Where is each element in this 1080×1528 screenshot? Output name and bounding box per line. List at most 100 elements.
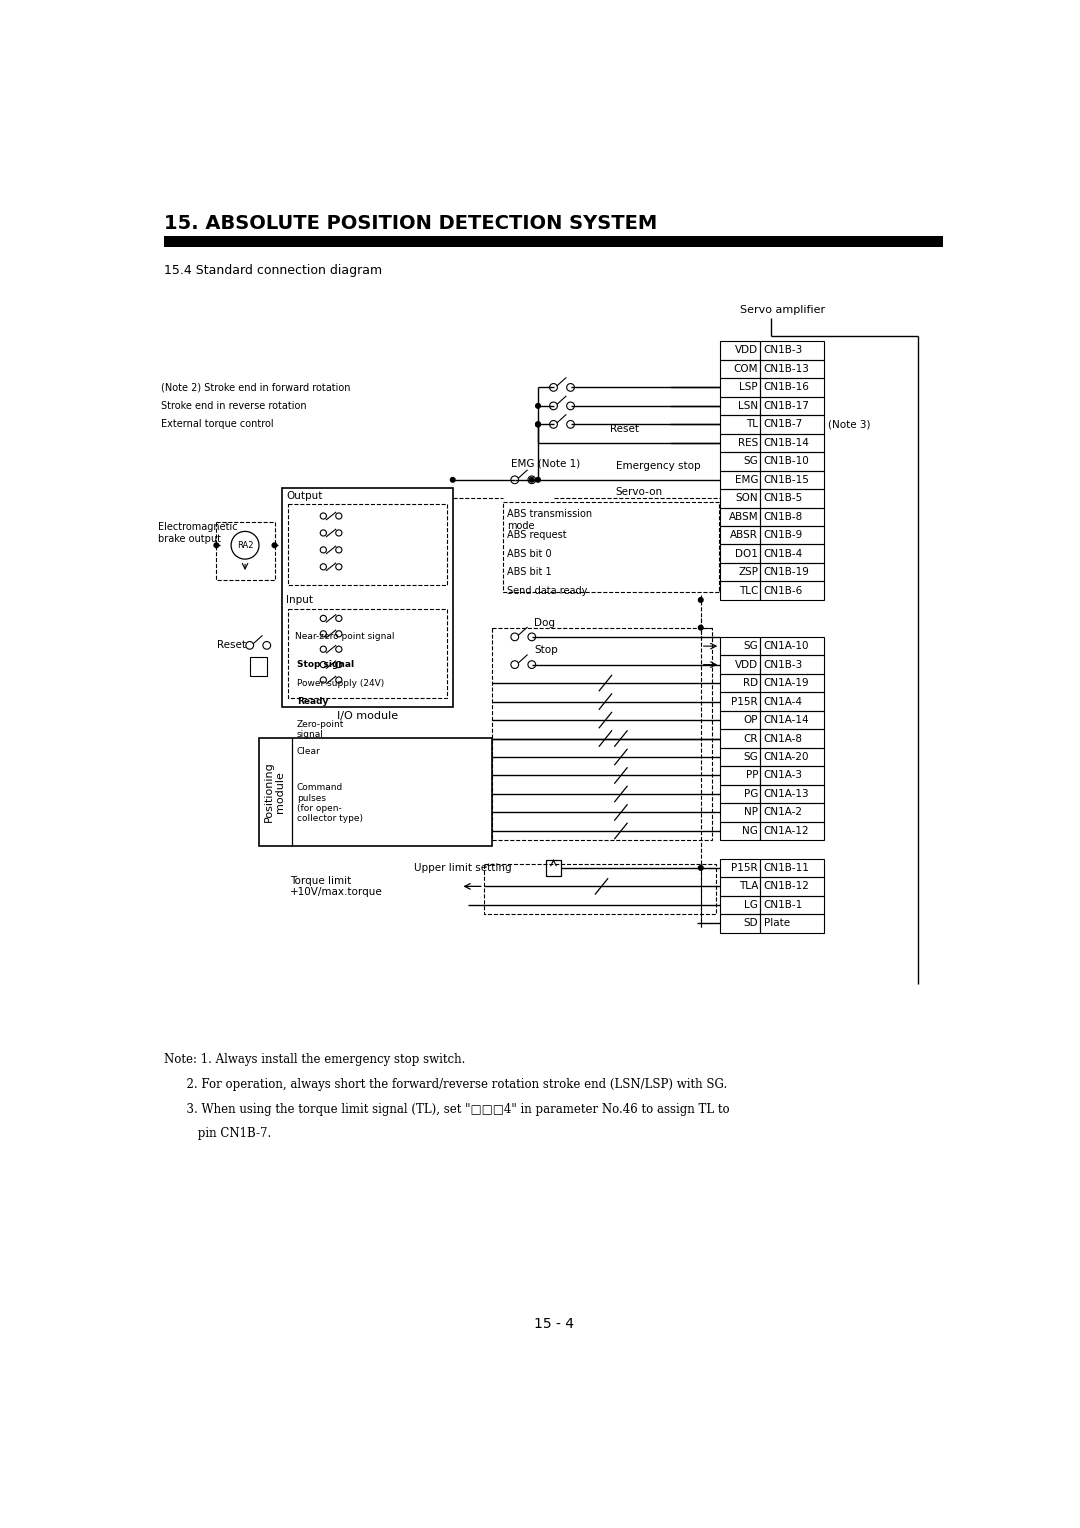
Text: pin CN1B-7.: pin CN1B-7. <box>164 1128 272 1140</box>
Text: P15R: P15R <box>731 697 758 706</box>
Text: CN1B-19: CN1B-19 <box>764 567 809 578</box>
Text: CN1A-10: CN1A-10 <box>764 642 809 651</box>
Text: P15R: P15R <box>731 863 758 872</box>
Text: 15. ABSOLUTE POSITION DETECTION SYSTEM: 15. ABSOLUTE POSITION DETECTION SYSTEM <box>164 214 658 234</box>
Text: Servo amplifier: Servo amplifier <box>740 306 825 315</box>
Bar <box>760 416 824 434</box>
Bar <box>720 582 760 601</box>
Text: Stroke end in reverse rotation: Stroke end in reverse rotation <box>161 400 307 411</box>
Bar <box>720 766 760 785</box>
Text: CR: CR <box>744 733 758 744</box>
Text: Ready: Ready <box>297 697 328 706</box>
Bar <box>760 822 824 840</box>
Text: TLA: TLA <box>739 882 758 891</box>
Bar <box>720 729 760 747</box>
Text: ABSM: ABSM <box>729 512 758 521</box>
Bar <box>760 562 824 582</box>
Bar <box>288 610 446 698</box>
Bar <box>760 766 824 785</box>
Bar <box>760 341 824 359</box>
Text: Input: Input <box>286 596 313 605</box>
Bar <box>720 711 760 729</box>
Text: CN1A-13: CN1A-13 <box>764 788 809 799</box>
Bar <box>720 747 760 766</box>
Text: Clear: Clear <box>297 747 321 756</box>
Text: Electromagnetic: Electromagnetic <box>159 523 238 532</box>
Text: DO1: DO1 <box>735 549 758 559</box>
Text: ZSP: ZSP <box>738 567 758 578</box>
Text: TL: TL <box>746 419 758 429</box>
Text: Zero-point
signal: Zero-point signal <box>297 720 345 740</box>
Text: SD: SD <box>743 918 758 929</box>
Text: Output: Output <box>286 492 323 501</box>
Bar <box>288 504 446 585</box>
Bar <box>720 859 760 877</box>
Text: Servo-on: Servo-on <box>616 487 663 497</box>
Text: ABS bit 1: ABS bit 1 <box>507 567 552 578</box>
Text: RD: RD <box>743 678 758 688</box>
Circle shape <box>699 597 703 602</box>
Text: ABS request: ABS request <box>507 530 567 541</box>
Text: OP: OP <box>744 715 758 726</box>
Bar <box>760 489 824 507</box>
Text: Emergency stop: Emergency stop <box>616 460 700 471</box>
Bar <box>760 637 824 656</box>
Text: I/O module: I/O module <box>337 711 399 721</box>
Text: NP: NP <box>744 807 758 817</box>
Bar <box>760 729 824 747</box>
Text: Upper limit setting: Upper limit setting <box>414 863 512 872</box>
Text: CN1B-12: CN1B-12 <box>764 882 809 891</box>
Bar <box>491 628 713 840</box>
Bar <box>720 895 760 914</box>
Bar <box>760 656 824 674</box>
Text: 3. When using the torque limit signal (TL), set "□□□4" in parameter No.46 to ass: 3. When using the torque limit signal (T… <box>164 1103 730 1115</box>
Bar <box>760 434 824 452</box>
Bar <box>720 377 760 397</box>
Text: CN1B-17: CN1B-17 <box>764 400 809 411</box>
Text: VDD: VDD <box>735 345 758 356</box>
Text: SG: SG <box>743 642 758 651</box>
Text: Stop: Stop <box>535 645 558 656</box>
Bar <box>259 738 491 847</box>
Text: LG: LG <box>744 900 758 909</box>
Text: Note: 1. Always install the emergency stop switch.: Note: 1. Always install the emergency st… <box>164 1053 465 1067</box>
Bar <box>760 692 824 711</box>
Text: Positioning
module: Positioning module <box>264 761 285 822</box>
Bar <box>720 822 760 840</box>
Text: EMG: EMG <box>734 475 758 484</box>
Text: LSN: LSN <box>738 400 758 411</box>
Bar <box>720 489 760 507</box>
Text: ABS bit 0: ABS bit 0 <box>507 549 552 559</box>
Circle shape <box>536 403 540 408</box>
Text: CN1B-3: CN1B-3 <box>764 660 802 669</box>
Text: CN1A-8: CN1A-8 <box>764 733 802 744</box>
Text: COM: COM <box>733 364 758 374</box>
Text: VDD: VDD <box>735 660 758 669</box>
Text: CN1B-1: CN1B-1 <box>764 900 802 909</box>
Circle shape <box>272 542 276 547</box>
Bar <box>760 359 824 377</box>
Text: NG: NG <box>742 827 758 836</box>
Circle shape <box>529 477 535 483</box>
Bar <box>760 747 824 766</box>
Bar <box>720 637 760 656</box>
Bar <box>720 692 760 711</box>
Bar <box>484 863 716 914</box>
Text: CN1A-12: CN1A-12 <box>764 827 809 836</box>
Text: Dog: Dog <box>535 617 555 628</box>
Text: (Note 2) Stroke end in forward rotation: (Note 2) Stroke end in forward rotation <box>161 382 350 393</box>
Bar <box>760 582 824 601</box>
Circle shape <box>536 477 540 483</box>
Bar <box>760 397 824 416</box>
Bar <box>760 526 824 544</box>
Text: CN1A-20: CN1A-20 <box>764 752 809 762</box>
Bar <box>760 711 824 729</box>
Text: SG: SG <box>743 752 758 762</box>
Text: EMG (Note 1): EMG (Note 1) <box>511 458 580 468</box>
Bar <box>720 562 760 582</box>
Text: RES: RES <box>738 439 758 448</box>
Text: CN1B-5: CN1B-5 <box>764 494 802 503</box>
Text: CN1A-4: CN1A-4 <box>764 697 802 706</box>
Text: CN1B-10: CN1B-10 <box>764 457 809 466</box>
Text: External torque control: External torque control <box>161 419 273 429</box>
